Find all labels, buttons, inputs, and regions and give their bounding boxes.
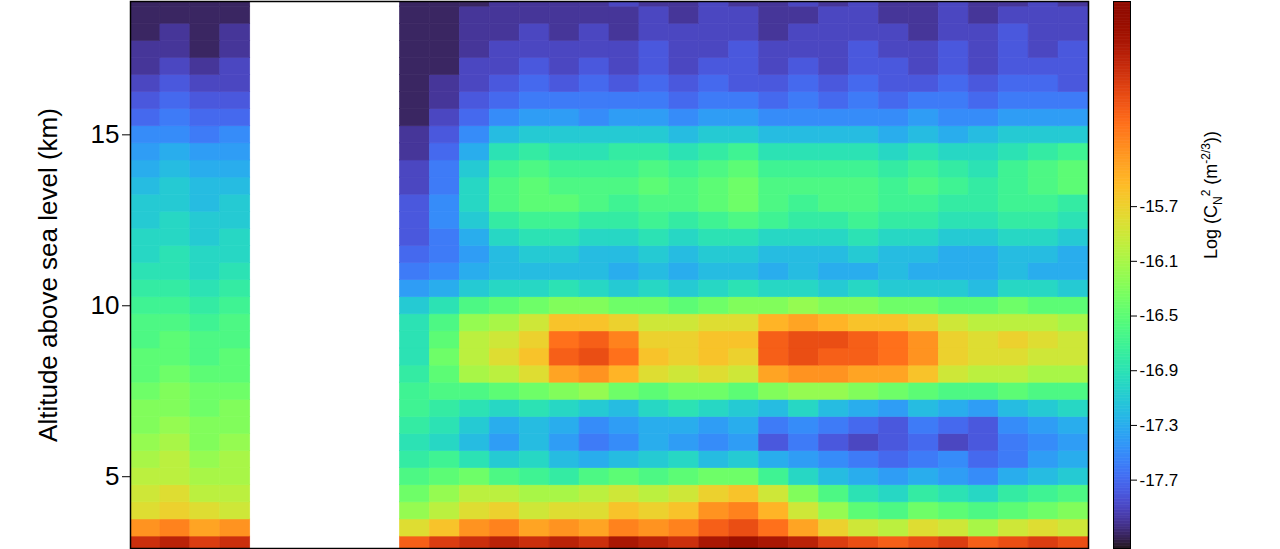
svg-text:Altitude above sea level (km): Altitude above sea level (km) — [33, 108, 63, 442]
svg-text:10: 10 — [91, 290, 120, 320]
svg-text:5: 5 — [105, 461, 119, 491]
html-text:2: 2 — [1199, 189, 1214, 197]
html-text:N: N — [1210, 196, 1225, 205]
html-text:(m: (m — [1201, 163, 1222, 190]
svg-text:-16.9: -16.9 — [1140, 361, 1179, 380]
svg-text:15: 15 — [91, 119, 120, 149]
html-text:Log (C: Log (C — [1201, 205, 1222, 259]
svg-text:-16.1: -16.1 — [1140, 252, 1179, 271]
html-text:-2/3: -2/3 — [1199, 143, 1214, 164]
svg-text:-17.7: -17.7 — [1140, 471, 1179, 490]
svg-text:-15.7: -15.7 — [1140, 197, 1179, 216]
svg-text:-17.3: -17.3 — [1140, 416, 1179, 435]
svg-text:-16.5: -16.5 — [1140, 306, 1179, 325]
